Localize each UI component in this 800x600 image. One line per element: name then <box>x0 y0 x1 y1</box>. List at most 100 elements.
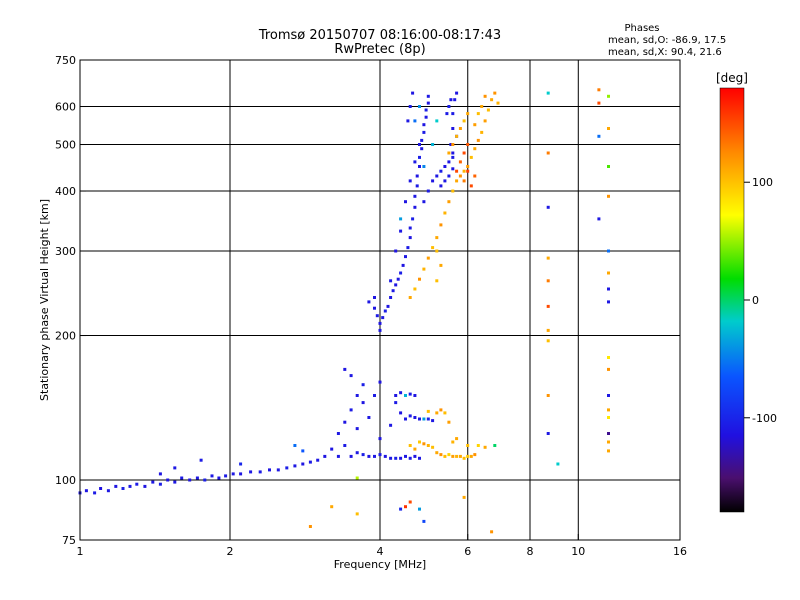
data-point <box>84 489 88 493</box>
data-point <box>480 105 484 108</box>
data-point <box>462 119 466 123</box>
data-point <box>443 165 447 168</box>
colorbar-label: [deg] <box>716 71 748 85</box>
data-point <box>173 466 177 470</box>
data-point <box>435 174 439 178</box>
data-point <box>336 454 340 458</box>
data-point <box>199 458 203 462</box>
data-point <box>556 462 560 466</box>
data-point <box>408 392 412 396</box>
data-point <box>188 478 192 482</box>
data-point <box>473 123 477 127</box>
data-point <box>389 456 393 460</box>
y-tick-label: 750 <box>55 54 76 67</box>
data-point <box>424 108 428 112</box>
x-axis-label: Frequency [MHz] <box>334 558 426 571</box>
data-point <box>361 401 365 405</box>
data-point <box>607 271 610 275</box>
data-point <box>439 408 443 412</box>
data-point <box>173 480 177 484</box>
colorbar-tick-label: 0 <box>752 294 759 307</box>
colorbar-tick-label: -100 <box>752 412 777 425</box>
data-point <box>426 256 430 260</box>
data-point <box>420 147 424 151</box>
data-point <box>435 451 439 455</box>
data-point <box>597 101 601 105</box>
data-point <box>418 143 421 146</box>
data-point <box>483 94 487 98</box>
data-point <box>404 417 407 421</box>
data-point <box>447 105 451 108</box>
data-point <box>406 119 410 123</box>
data-point <box>408 500 412 504</box>
data-point <box>399 271 403 275</box>
data-point <box>355 427 359 431</box>
data-point <box>413 194 417 198</box>
data-point <box>301 462 305 466</box>
data-point <box>490 530 494 534</box>
phases-line-o: mean, sd,O: -86.9, 17.5 <box>608 35 726 46</box>
data-point <box>375 314 379 318</box>
data-point <box>408 414 412 418</box>
x-tick-label: 1 <box>77 545 84 558</box>
data-point <box>367 416 371 419</box>
data-point <box>439 453 443 457</box>
data-point <box>180 476 184 480</box>
y-tick-label: 75 <box>62 534 76 547</box>
data-point <box>293 444 297 447</box>
data-point <box>426 417 430 421</box>
data-point <box>597 134 601 138</box>
data-point <box>158 472 162 476</box>
data-point <box>343 444 347 447</box>
data-point <box>394 456 398 460</box>
data-point <box>607 449 610 453</box>
data-point <box>449 143 453 146</box>
data-point <box>276 468 280 472</box>
data-point <box>607 94 610 98</box>
data-point <box>493 444 497 447</box>
data-points <box>78 88 610 534</box>
data-point <box>455 179 459 183</box>
data-point <box>394 394 398 397</box>
data-point <box>394 401 398 405</box>
data-point <box>114 484 118 488</box>
data-point <box>378 380 382 384</box>
data-point <box>546 279 550 283</box>
data-point <box>546 328 550 332</box>
data-point <box>546 304 550 308</box>
data-point <box>399 229 403 233</box>
data-point <box>268 468 271 472</box>
data-point <box>373 306 376 310</box>
data-point <box>462 495 466 499</box>
data-point <box>413 394 417 397</box>
data-point <box>249 470 253 474</box>
data-point <box>373 454 376 458</box>
chart-subtitle: RwPretec (8p) <box>334 42 425 57</box>
phases-heading: Phases <box>624 23 659 34</box>
data-point <box>435 279 439 283</box>
data-point <box>447 200 451 204</box>
data-point <box>373 394 376 397</box>
data-point <box>476 112 480 116</box>
data-point <box>607 432 610 435</box>
data-point <box>426 94 430 98</box>
data-point <box>224 474 228 478</box>
data-point <box>451 167 455 171</box>
data-point <box>415 184 419 188</box>
data-point <box>231 472 235 476</box>
data-point <box>435 249 439 253</box>
data-point <box>404 200 407 204</box>
data-point <box>258 470 262 474</box>
data-point <box>399 391 403 395</box>
data-point <box>422 417 426 421</box>
data-point <box>546 339 550 343</box>
data-point <box>447 151 451 155</box>
data-point <box>355 451 359 455</box>
data-point <box>106 489 110 493</box>
data-point <box>607 367 610 371</box>
data-point <box>166 478 170 482</box>
data-point <box>607 165 610 168</box>
data-point <box>399 411 403 415</box>
data-point <box>422 165 426 168</box>
data-point <box>607 356 610 359</box>
